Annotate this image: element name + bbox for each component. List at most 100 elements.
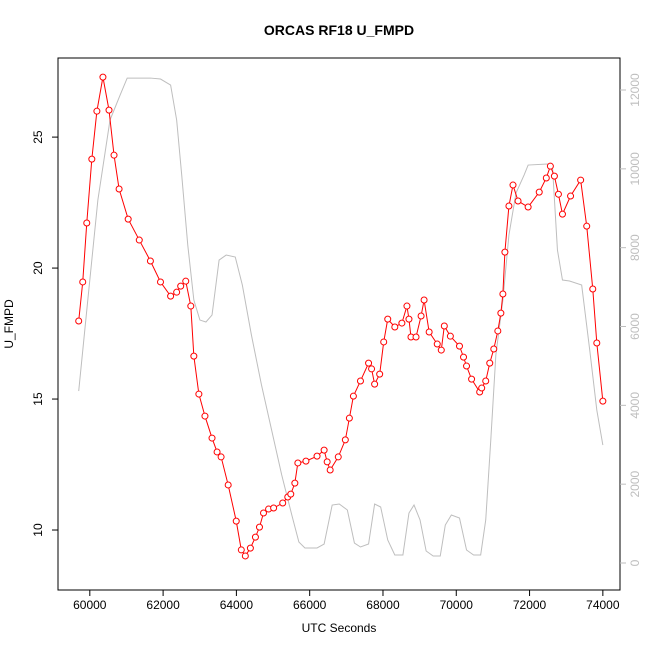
data-point [146,257,154,265]
data-point [499,290,507,298]
data-point [497,309,505,317]
data-point [509,181,517,189]
y2-tick-label: 2000 [628,470,642,497]
data-point [599,397,607,405]
data-point [313,452,321,460]
data-point [567,192,575,200]
data-point [105,106,113,114]
data-point [237,546,245,554]
data-point [535,188,543,196]
data-point [455,342,463,350]
data-point [195,390,203,398]
x-tick-label: 68000 [366,598,400,612]
y-tick-label: 15 [31,392,45,406]
data-point [550,172,558,180]
data-point [99,73,107,81]
data-point [83,219,91,227]
data-point [124,215,132,223]
x-tick-label: 66000 [293,598,327,612]
data-point [514,197,522,205]
data-point [446,332,454,340]
data-point [463,362,471,370]
x-axis-label: UTC Seconds [302,621,377,635]
data-point [391,323,399,331]
data-point [420,296,428,304]
data-point [75,317,83,325]
x-tick-label: 70000 [440,598,474,612]
data-point [384,315,392,323]
data-point [380,338,388,346]
data-point [320,446,328,454]
data-point [349,392,357,400]
data-point [558,210,566,218]
data-point [345,414,353,422]
data-point [403,302,411,310]
series-line [78,77,604,557]
data-point [156,278,164,286]
data-point [524,203,532,211]
data-point [93,107,101,115]
data-point [412,333,420,341]
data-point [478,384,486,392]
data-point [554,190,562,198]
data-point [425,328,433,336]
data-point [260,509,268,517]
data-point [291,479,299,487]
data-point [135,236,143,244]
x-tick-label: 64000 [220,598,254,612]
data-point [232,517,240,525]
data-point [433,340,441,348]
data-point [546,162,554,170]
y2-tick-label: 0 [628,559,642,566]
data-point [217,453,225,461]
data-point [79,278,87,286]
y2-tick-label: 8000 [628,234,642,261]
data-point [190,352,198,360]
data-point [255,523,263,531]
data-point [542,174,550,182]
y-tick-label: 20 [31,261,45,275]
y2-tick-label: 12000 [628,73,642,107]
data-point [287,490,295,498]
data-point [201,412,209,420]
data-point [110,151,118,159]
data-point [279,499,287,507]
data-point [251,533,259,541]
data-point [460,353,468,361]
data-point [583,222,591,230]
data-point [398,319,406,327]
data-point [437,346,445,354]
data-point [341,436,349,444]
x-tick-label: 62000 [146,598,180,612]
y-tick-label: 25 [31,130,45,144]
data-point [173,288,181,296]
y2-tick-label: 6000 [628,313,642,340]
data-point [213,448,221,456]
x-tick-label: 72000 [513,598,547,612]
data-point [468,375,476,383]
data-point [187,302,195,310]
y-axis-label: U_FMPD [2,299,16,349]
data-point [368,365,376,373]
data-point [490,345,498,353]
data-point [167,292,175,300]
chart-title: ORCAS RF18 U_FMPD [264,22,414,38]
data-point [501,248,509,256]
data-point [417,312,425,320]
y2-tick-label: 10000 [628,152,642,186]
data-point [302,457,310,465]
data-point [115,185,123,193]
data-point [405,315,413,323]
data-point [593,339,601,347]
data-point [486,359,494,367]
data-point [365,359,373,367]
data-point [88,155,96,163]
data-point [376,370,384,378]
data-point [246,544,254,552]
series-line [78,77,604,557]
data-point [356,377,364,385]
data-point [326,466,334,474]
x-tick-label: 74000 [586,598,620,612]
